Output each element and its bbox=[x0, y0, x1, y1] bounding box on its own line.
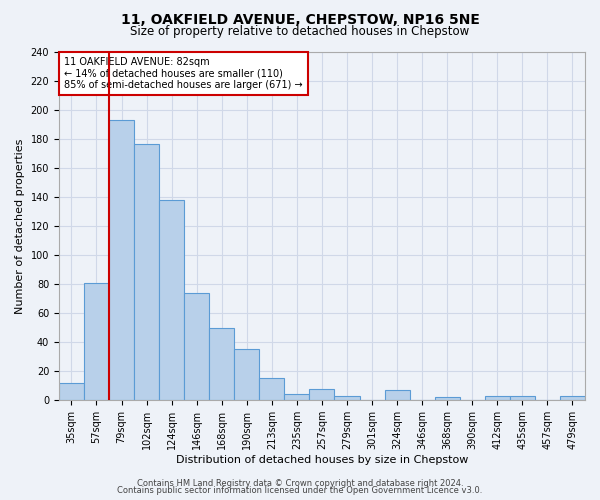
Bar bbox=[510, 396, 535, 400]
Bar bbox=[209, 328, 234, 400]
Text: Contains public sector information licensed under the Open Government Licence v3: Contains public sector information licen… bbox=[118, 486, 482, 495]
Bar bbox=[184, 292, 209, 400]
Bar bbox=[259, 378, 284, 400]
Bar bbox=[84, 282, 109, 400]
Text: 11, OAKFIELD AVENUE, CHEPSTOW, NP16 5NE: 11, OAKFIELD AVENUE, CHEPSTOW, NP16 5NE bbox=[121, 12, 479, 26]
Bar bbox=[334, 396, 359, 400]
Bar bbox=[310, 388, 334, 400]
Bar bbox=[560, 396, 585, 400]
Bar bbox=[434, 398, 460, 400]
X-axis label: Distribution of detached houses by size in Chepstow: Distribution of detached houses by size … bbox=[176, 455, 468, 465]
Bar bbox=[159, 200, 184, 400]
Bar bbox=[485, 396, 510, 400]
Text: Contains HM Land Registry data © Crown copyright and database right 2024.: Contains HM Land Registry data © Crown c… bbox=[137, 478, 463, 488]
Text: Size of property relative to detached houses in Chepstow: Size of property relative to detached ho… bbox=[130, 25, 470, 38]
Bar bbox=[109, 120, 134, 400]
Bar bbox=[385, 390, 410, 400]
Bar bbox=[134, 144, 159, 400]
Bar bbox=[234, 350, 259, 400]
Bar bbox=[59, 383, 84, 400]
Y-axis label: Number of detached properties: Number of detached properties bbox=[15, 138, 25, 314]
Bar bbox=[284, 394, 310, 400]
Text: 11 OAKFIELD AVENUE: 82sqm
← 14% of detached houses are smaller (110)
85% of semi: 11 OAKFIELD AVENUE: 82sqm ← 14% of detac… bbox=[64, 56, 303, 90]
